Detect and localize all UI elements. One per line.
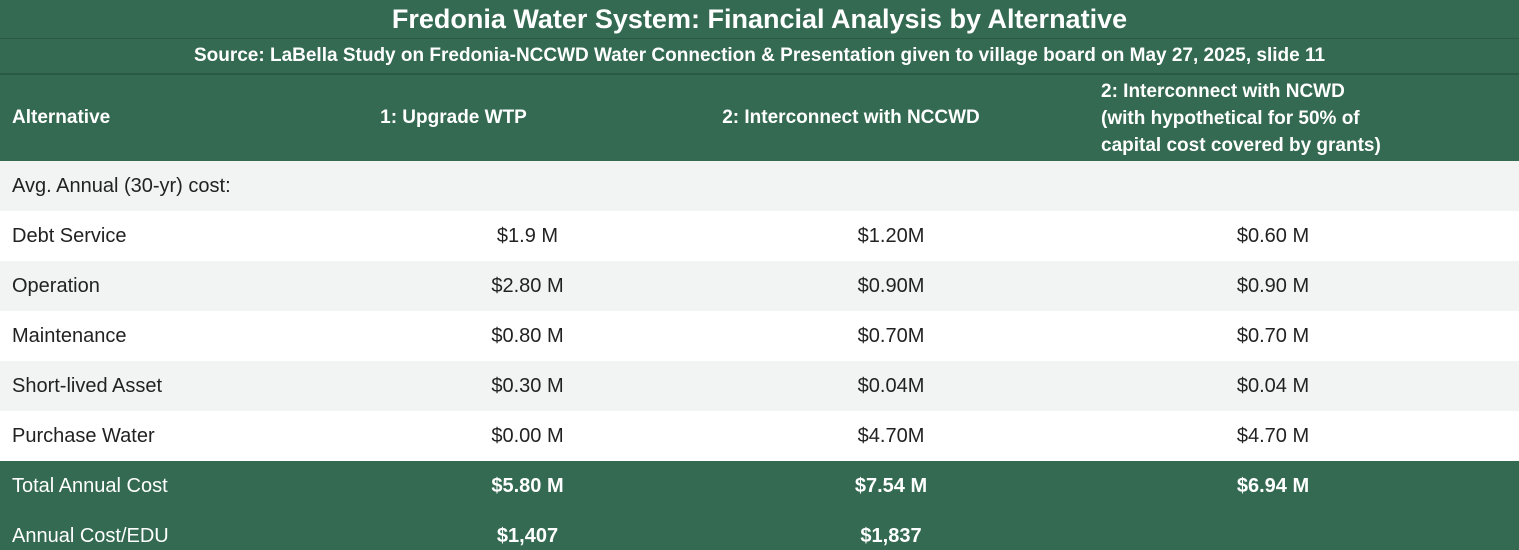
edu-interconnect-nccwd: $1,837 <box>860 524 922 547</box>
cell-upgrade-wtp: $0.30 M <box>491 374 564 397</box>
cell-interconnect-nccwd: $0.90M <box>857 274 925 297</box>
cell-interconnect-grants: $0.04 M <box>1236 374 1310 397</box>
table-row: Maintenance $0.80 M $0.70M $0.70 M <box>0 311 1519 361</box>
cell-interconnect-grants: $0.60 M <box>1236 224 1310 247</box>
row-label: Avg. Annual (30-yr) cost: <box>12 174 231 197</box>
cost-table: Alternative 1: Upgrade WTP 2: Interconne… <box>0 73 1519 550</box>
cell-upgrade-wtp: $1.9 M <box>496 224 559 247</box>
cell-interconnect-grants: $0.70 M <box>1236 324 1310 347</box>
row-label: Operation <box>12 274 100 297</box>
header-grants-line-1: 2: Interconnect with NCWD <box>1101 80 1345 102</box>
total-interconnect-grants: $6.94 M <box>1236 474 1310 497</box>
header-grants-line-2: (with hypothetical for 50% of <box>1101 107 1360 129</box>
cell-interconnect-nccwd: $4.70M <box>857 424 925 447</box>
header-alternative: Alternative <box>12 107 111 128</box>
cell-upgrade-wtp: $0.00 M <box>491 424 564 447</box>
cell-interconnect-grants: $0.90 M <box>1236 274 1310 297</box>
table-row: Purchase Water $0.00 M $4.70M $4.70 M <box>0 411 1519 461</box>
cell-interconnect-nccwd: $1.20M <box>857 224 925 247</box>
table-row: Operation $2.80 M $0.90M $0.90 M <box>0 261 1519 311</box>
cell-interconnect-nccwd: $0.70M <box>857 324 925 347</box>
table-row: Avg. Annual (30-yr) cost: <box>0 161 1519 211</box>
page-title: Fredonia Water System: Financial Analysi… <box>0 0 1519 38</box>
edu-upgrade-wtp: $1,407 <box>496 524 559 547</box>
row-label: Short-lived Asset <box>12 374 163 397</box>
row-label: Maintenance <box>12 324 127 347</box>
row-label: Debt Service <box>12 224 127 247</box>
row-label: Total Annual Cost <box>12 474 168 497</box>
header-upgrade-wtp: 1: Upgrade WTP <box>380 107 527 128</box>
cell-upgrade-wtp: $2.80 M <box>491 274 564 297</box>
source-subtitle: Source: LaBella Study on Fredonia-NCCWD … <box>0 38 1519 73</box>
total-upgrade-wtp: $5.80 M <box>491 474 564 497</box>
row-label: Purchase Water <box>12 424 155 447</box>
total-interconnect-nccwd: $7.54 M <box>854 474 928 497</box>
header-interconnect-nccwd: 2: Interconnect with NCCWD <box>722 107 980 128</box>
cell-upgrade-wtp: $0.80 M <box>491 324 564 347</box>
total-row: Total Annual Cost $5.80 M $7.54 M $6.94 … <box>0 461 1519 511</box>
row-label: Annual Cost/EDU <box>12 524 169 547</box>
cell-interconnect-grants: $4.70 M <box>1236 424 1310 447</box>
table-row: Short-lived Asset $0.30 M $0.04M $0.04 M <box>0 361 1519 411</box>
table-header-row: Alternative 1: Upgrade WTP 2: Interconne… <box>0 73 1519 161</box>
table-row: Debt Service $1.9 M $1.20M $0.60 M <box>0 211 1519 261</box>
total-row: Annual Cost/EDU $1,407 $1,837 <box>0 511 1519 550</box>
cell-interconnect-nccwd: $0.04M <box>857 374 925 397</box>
header-interconnect-grants: 2: Interconnect with NCWD (with hypothet… <box>1095 78 1519 159</box>
header-grants-line-3: capital cost covered by grants) <box>1101 134 1381 156</box>
